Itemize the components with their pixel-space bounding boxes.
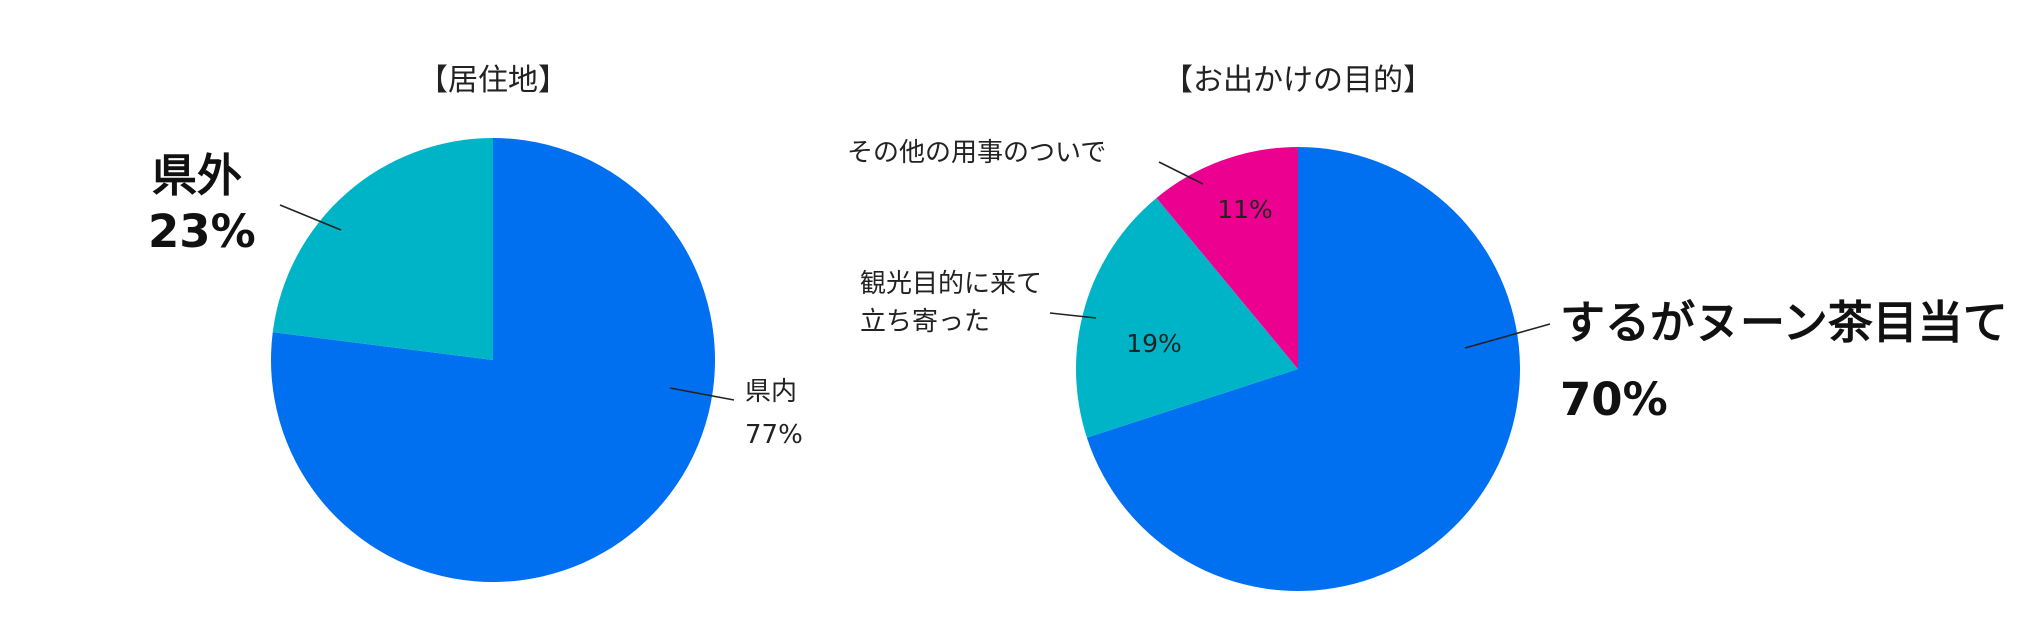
slice-sweets-purpose: [1086, 147, 1521, 591]
residence-chart-title: 【居住地】: [418, 63, 568, 98]
purpose-pie-chart: 【お出かけの目的】 するがヌーン茶目当て 70% 観光目的に来て 立ち寄った 1…: [847, 63, 2008, 591]
value-prefecture-inside: 77%: [745, 420, 803, 450]
label-sightseeing-line2: 立ち寄った: [860, 307, 990, 337]
leader-sweets-purpose: [1464, 323, 1551, 349]
slice-prefecture-outside: [272, 138, 493, 360]
label-prefecture-outside: 県外: [152, 149, 242, 202]
slice-sightseeing: [1076, 197, 1298, 438]
leader-sightseeing: [1049, 312, 1097, 319]
purpose-chart-title: 【お出かけの目的】: [1163, 63, 1433, 98]
slice-other-errand: [1156, 147, 1298, 369]
leader-prefecture-outside: [279, 204, 342, 231]
label-other-errand: その他の用事のついで: [847, 138, 1106, 168]
label-sweets-purpose: するがヌーン茶目当て: [1560, 296, 2008, 349]
value-prefecture-outside: 23%: [148, 205, 256, 258]
slice-prefecture-inside: [270, 138, 715, 582]
value-sweets-purpose: 70%: [1560, 373, 1668, 426]
residence-pie-chart: 【居住地】 県外 23% 県内 77%: [148, 63, 803, 582]
value-other-errand: 11%: [1217, 195, 1273, 224]
value-sightseeing: 19%: [1126, 329, 1182, 358]
leader-prefecture-inside: [669, 387, 735, 401]
leader-other-errand: [1158, 161, 1204, 185]
label-prefecture-inside: 県内: [745, 377, 797, 407]
label-sightseeing-line1: 観光目的に来て: [860, 269, 1042, 299]
